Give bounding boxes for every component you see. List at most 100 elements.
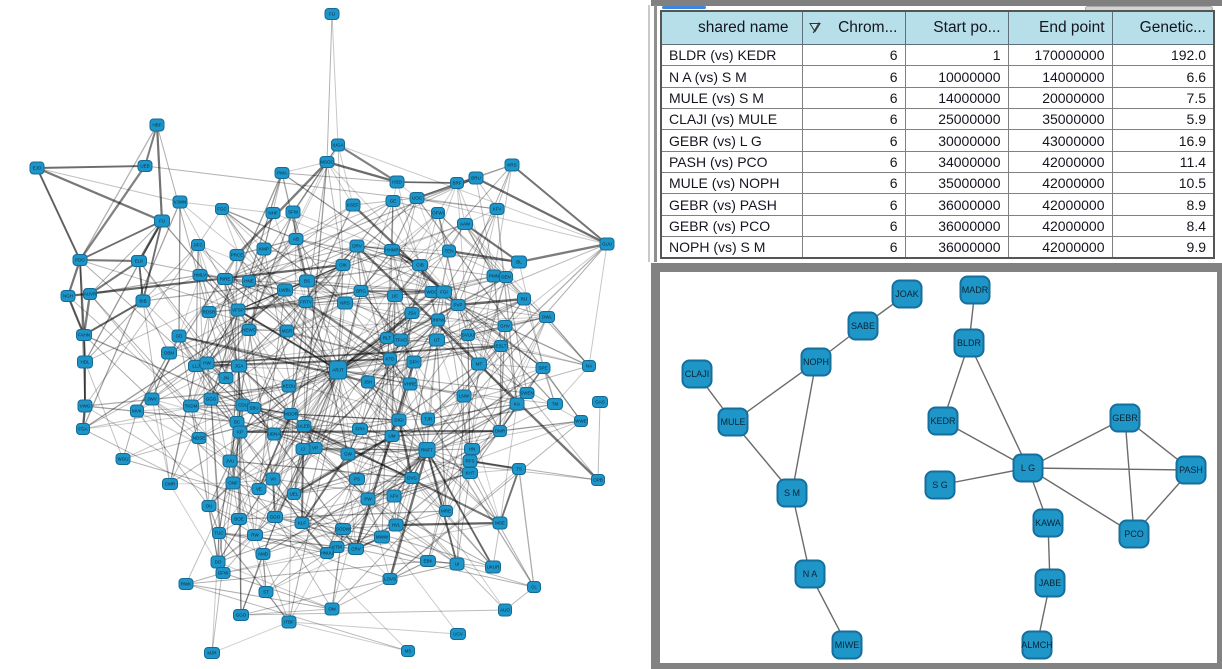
svg-text:UI: UI bbox=[455, 562, 460, 567]
svg-text:TKDM: TKDM bbox=[185, 404, 198, 409]
svg-text:HN: HN bbox=[469, 447, 476, 452]
svg-text:KEDR: KEDR bbox=[930, 416, 956, 426]
svg-text:GGG: GGG bbox=[206, 397, 217, 402]
svg-text:ELK: ELK bbox=[135, 259, 144, 264]
svg-text:RNFT: RNFT bbox=[421, 448, 433, 453]
svg-text:BIB: BIB bbox=[139, 299, 146, 304]
svg-text:MWW: MWW bbox=[376, 535, 389, 540]
svg-text:HSD: HSD bbox=[392, 180, 402, 185]
svg-text:VII: VII bbox=[270, 477, 276, 482]
svg-text:EBK: EBK bbox=[423, 559, 432, 564]
svg-text:TUC: TUC bbox=[214, 531, 224, 536]
svg-text:GW: GW bbox=[344, 452, 353, 457]
svg-text:DIGI: DIGI bbox=[394, 418, 403, 423]
svg-text:HHMR: HHMR bbox=[385, 248, 399, 253]
svg-text:FU: FU bbox=[159, 219, 165, 224]
svg-text:GGO: GGO bbox=[270, 515, 281, 520]
svg-text:OU: OU bbox=[206, 504, 213, 509]
svg-text:RWK: RWK bbox=[181, 582, 191, 587]
svg-text:FPH: FPH bbox=[356, 427, 365, 432]
svg-text:AUO: AUO bbox=[500, 608, 510, 613]
svg-text:TS: TS bbox=[516, 467, 522, 472]
svg-text:GAS: GAS bbox=[595, 400, 605, 405]
svg-text:ULEB: ULEB bbox=[298, 424, 310, 429]
svg-text:UDNA: UDNA bbox=[268, 432, 281, 437]
svg-text:KSEF: KSEF bbox=[347, 203, 359, 208]
svg-text:MJR: MJR bbox=[207, 651, 217, 656]
svg-text:KMP: KMP bbox=[259, 247, 269, 252]
svg-text:VWG: VWG bbox=[80, 404, 91, 409]
svg-text:SPE: SPE bbox=[538, 366, 547, 371]
svg-text:CLAJI: CLAJI bbox=[685, 369, 710, 379]
svg-text:AUVR: AUVR bbox=[84, 292, 97, 297]
svg-text:SODW: SODW bbox=[336, 527, 351, 532]
svg-text:HBF: HBF bbox=[153, 123, 162, 128]
svg-text:L G: L G bbox=[1021, 463, 1035, 473]
svg-text:PRCE: PRCE bbox=[231, 253, 244, 258]
svg-text:CL: CL bbox=[531, 585, 537, 590]
svg-text:UCV: UCV bbox=[453, 632, 463, 637]
svg-text:JN: JN bbox=[223, 376, 229, 381]
svg-text:RW: RW bbox=[251, 533, 259, 538]
svg-text:S M: S M bbox=[784, 488, 800, 498]
svg-text:CIB: CIB bbox=[416, 263, 424, 268]
svg-text:UEL: UEL bbox=[290, 492, 299, 497]
svg-text:LOVS: LOVS bbox=[384, 577, 396, 582]
svg-text:LNW: LNW bbox=[459, 394, 470, 399]
svg-text:PS: PS bbox=[354, 477, 360, 482]
svg-text:DFH: DFH bbox=[409, 360, 418, 365]
svg-text:BRU: BRU bbox=[471, 176, 481, 181]
svg-text:JGA: JGA bbox=[235, 364, 244, 369]
svg-text:OPB: OPB bbox=[593, 478, 603, 483]
svg-text:HW: HW bbox=[203, 361, 211, 366]
svg-text:KTD: KTD bbox=[386, 357, 396, 362]
svg-text:HNE: HNE bbox=[244, 279, 254, 284]
svg-text:JSH: JSH bbox=[364, 380, 373, 385]
svg-text:PW: PW bbox=[364, 497, 372, 502]
svg-text:MDOR: MDOR bbox=[284, 412, 298, 417]
svg-text:GE: GE bbox=[390, 199, 397, 204]
svg-text:AB: AB bbox=[293, 237, 299, 242]
svg-text:PVP: PVP bbox=[453, 303, 462, 308]
svg-text:JWV: JWV bbox=[147, 397, 157, 402]
svg-text:EJO: EJO bbox=[33, 166, 42, 171]
svg-text:AFV: AFV bbox=[390, 494, 399, 499]
svg-text:VJWN: VJWN bbox=[174, 200, 187, 205]
svg-text:AAW: AAW bbox=[460, 222, 471, 227]
svg-text:OIK: OIK bbox=[339, 263, 347, 268]
svg-text:SBU: SBU bbox=[249, 406, 258, 411]
svg-text:GFW: GFW bbox=[218, 571, 229, 576]
svg-text:MIWE: MIWE bbox=[835, 640, 860, 650]
svg-text:DMR: DMR bbox=[495, 429, 506, 434]
svg-text:DRV: DRV bbox=[352, 244, 361, 249]
svg-text:WOC: WOC bbox=[427, 290, 439, 295]
svg-text:HMLV: HMLV bbox=[194, 273, 206, 278]
svg-text:GGO: GGO bbox=[236, 613, 247, 618]
svg-text:MVK: MVK bbox=[132, 409, 142, 414]
svg-text:SWEN: SWEN bbox=[520, 391, 534, 396]
svg-text:WGU: WGU bbox=[118, 457, 129, 462]
svg-text:RIRE: RIRE bbox=[220, 277, 231, 282]
svg-text:RIJ: RIJ bbox=[521, 297, 528, 302]
svg-text:TM: TM bbox=[552, 402, 559, 407]
svg-text:ST: ST bbox=[263, 590, 269, 595]
svg-text:TJR: TJR bbox=[424, 417, 433, 422]
svg-text:ONF: ONF bbox=[228, 481, 238, 486]
svg-text:LLJ: LLJ bbox=[192, 364, 199, 369]
svg-text:CMR: CMR bbox=[165, 482, 176, 487]
svg-text:RLT: RLT bbox=[383, 336, 391, 341]
svg-text:UC: UC bbox=[392, 294, 399, 299]
svg-text:KLF: KLF bbox=[298, 521, 307, 526]
svg-text:PMN: PMN bbox=[489, 274, 499, 279]
svg-text:FU: FU bbox=[329, 12, 335, 17]
svg-text:VFSP: VFSP bbox=[232, 308, 244, 313]
svg-text:KRS: KRS bbox=[507, 163, 516, 168]
svg-text:NRS: NRS bbox=[340, 301, 350, 306]
svg-text:OFWI: OFWI bbox=[432, 211, 444, 216]
svg-text:FGC: FGC bbox=[217, 207, 227, 212]
svg-text:HDL: HDL bbox=[80, 360, 89, 365]
svg-text:N A: N A bbox=[803, 569, 818, 579]
svg-text:UM: UM bbox=[389, 434, 396, 439]
svg-text:VHRE: VHRE bbox=[404, 382, 417, 387]
svg-text:OM: OM bbox=[328, 607, 336, 612]
